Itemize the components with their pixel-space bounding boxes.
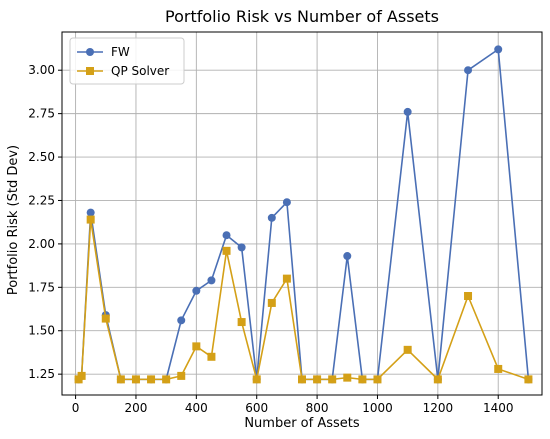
data-point [464, 66, 473, 75]
data-point [86, 215, 95, 224]
legend-marker [86, 67, 94, 75]
data-point [86, 208, 95, 217]
x-tick-label: 400 [185, 401, 208, 415]
chart-title: Portfolio Risk vs Number of Assets [165, 7, 439, 26]
data-point [313, 375, 322, 384]
data-point [403, 107, 412, 116]
y-tick-label: 1.25 [28, 367, 55, 381]
x-axis-label: Number of Assets [244, 416, 360, 431]
data-point [328, 375, 337, 384]
y-tick-label: 1.75 [28, 280, 55, 294]
data-point [177, 371, 186, 380]
data-point [237, 243, 246, 252]
y-tick-label: 2.50 [28, 150, 55, 164]
series [74, 45, 533, 384]
y-tick-label: 2.25 [28, 193, 55, 207]
data-point [494, 364, 503, 373]
x-tick-label: 800 [306, 401, 329, 415]
data-point [267, 213, 276, 222]
data-point [147, 375, 156, 384]
data-point [192, 342, 201, 351]
data-point [177, 316, 186, 325]
y-axis-label: Portfolio Risk (Std Dev) [6, 145, 21, 295]
legend-label: FW [111, 45, 130, 59]
data-point [373, 375, 382, 384]
x-tick-label: 0 [72, 401, 80, 415]
x-tick-label: 1000 [362, 401, 393, 415]
series-fw [74, 45, 533, 384]
data-point [433, 375, 442, 384]
legend-box [69, 37, 185, 85]
x-tick-label: 200 [125, 401, 148, 415]
data-point [222, 231, 231, 240]
x-tick-label: 1400 [483, 401, 514, 415]
data-point [464, 292, 473, 300]
legend-marker [86, 48, 94, 56]
data-point [116, 375, 125, 384]
data-point [162, 375, 171, 384]
legend-item: QP Solver [77, 64, 169, 78]
data-point [343, 373, 352, 382]
series-line [77, 48, 530, 381]
x-tick-label: 1200 [423, 401, 454, 415]
legend-item: FW [77, 45, 130, 59]
data-point [267, 298, 276, 307]
data-point [237, 318, 246, 327]
data-point [77, 371, 86, 380]
data-point [282, 274, 291, 283]
data-point [207, 352, 216, 361]
data-point [298, 375, 306, 384]
data-point [131, 375, 140, 384]
y-tick-label: 2.00 [28, 237, 55, 251]
data-point [403, 345, 412, 354]
data-point [343, 252, 352, 261]
data-point [252, 375, 261, 384]
data-point [358, 375, 367, 384]
data-point [282, 198, 291, 207]
legend: FW QP Solver [69, 37, 185, 85]
x-tick-label: 600 [245, 401, 268, 415]
data-point [222, 246, 231, 255]
legend-label: QP Solver [111, 64, 169, 78]
y-tick-label: 1.50 [28, 324, 55, 338]
y-tick-label: 2.75 [28, 107, 55, 121]
plot-frame [61, 31, 543, 396]
y-tick-label: 3.00 [28, 63, 55, 77]
data-point [192, 286, 201, 295]
series-qp-solver [74, 215, 533, 384]
grid [62, 32, 542, 395]
data-point [494, 45, 503, 54]
data-point [101, 314, 110, 323]
data-point [524, 375, 533, 384]
ticks: 0 200 400 600 800 1000 1200 1400 1.25 1.50 1.75 2.0… [28, 63, 513, 415]
data-point [207, 276, 216, 285]
